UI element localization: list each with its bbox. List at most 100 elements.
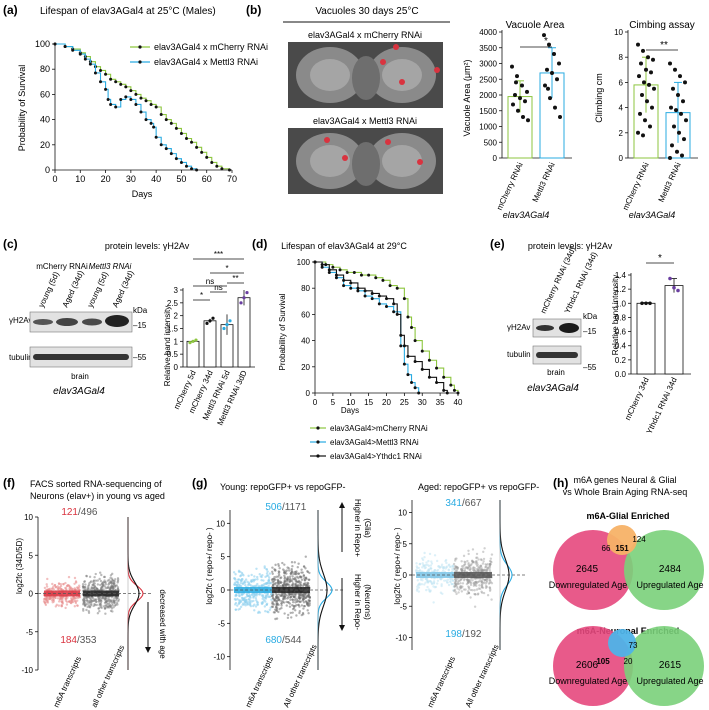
g-aged-point — [455, 592, 458, 596]
climbing-dot — [673, 67, 677, 72]
a-mettl3-point — [134, 102, 138, 106]
g-young-point — [293, 570, 296, 574]
panel-d: (d) Lifespan of elav3AGal4 at 29°C 0 5 10 1… — [252, 237, 463, 461]
a-mettl3-point — [106, 97, 110, 101]
climbing-dot — [684, 118, 688, 123]
g-young-point — [283, 574, 286, 577]
g-young-point — [291, 611, 294, 614]
g-young-point — [258, 611, 262, 614]
d-ythdc1-point — [334, 273, 338, 277]
g-young-point — [296, 575, 299, 579]
g-young-point — [297, 603, 300, 607]
g-young-point — [277, 582, 280, 586]
g-aged-ytick-label: -10 — [395, 634, 407, 643]
g-young-point — [306, 570, 310, 574]
d-mcherry-line — [315, 261, 459, 393]
f-point — [107, 585, 110, 589]
h-glial-left: 2645 — [576, 564, 599, 575]
g-aged-point — [469, 581, 472, 584]
d-mcherry-point — [410, 326, 414, 329]
h-neur-center: 20 — [624, 657, 633, 666]
g-aged-point — [445, 561, 448, 565]
g-young-point — [279, 576, 282, 580]
g-aged-point — [474, 562, 478, 565]
panel-e-driver: elav3AGal4 — [527, 383, 579, 394]
g-aged-ytick-label: 10 — [398, 509, 407, 518]
g-aged-point — [464, 561, 467, 564]
g-aged-point — [471, 560, 475, 564]
f-point — [83, 580, 87, 583]
a-mettl3-point — [53, 42, 57, 46]
g-young-point — [287, 569, 291, 572]
d-mettl3-point — [402, 362, 406, 366]
d-ythdc1-point — [442, 388, 446, 392]
f-point — [93, 602, 96, 606]
g-aged-point — [466, 581, 470, 585]
vacuole-dot — [510, 64, 514, 69]
g-aged-point — [461, 569, 464, 572]
g-young-point — [267, 580, 271, 583]
f-point — [67, 600, 71, 603]
g-aged-point — [486, 567, 489, 571]
g-aged-point — [490, 553, 494, 556]
g-young-point — [258, 572, 261, 576]
panel-d-legend: elav3AGal4>mCherry RNAi elav3AGal4>Mettl… — [310, 424, 428, 461]
f-point — [54, 585, 58, 589]
g-young-point — [234, 578, 237, 581]
g-aged-point — [466, 580, 469, 583]
d-ythdc1-point — [377, 294, 381, 298]
a-mettl3-point — [114, 105, 118, 109]
vacuole-title: Vacuole Area — [506, 20, 565, 31]
g-aged-point — [469, 588, 472, 592]
g-aged-point — [490, 560, 493, 564]
g-aged-point — [421, 558, 425, 562]
d-ythdc1-point — [392, 302, 396, 306]
f-point — [73, 605, 77, 608]
g-young-point — [292, 572, 295, 576]
e-bar — [664, 285, 684, 375]
h-glial-label: m6A-Glial Enriched — [586, 511, 669, 521]
climbing-dot — [671, 86, 675, 91]
panel-e-ylabel: Relative band intensity — [611, 275, 620, 356]
g-young-point — [271, 572, 274, 576]
climbing-dot — [642, 80, 646, 85]
c-sig-label: ns — [206, 277, 214, 286]
g-aged-point — [477, 569, 480, 572]
f-point — [99, 599, 102, 602]
c-bar — [186, 340, 200, 368]
kda-e: kDa — [583, 312, 598, 321]
e-xcat: Ythdc1 RNAi 34d — [645, 376, 679, 435]
d-mcherry-point — [442, 375, 446, 379]
g-aged-point — [470, 559, 474, 563]
f-point — [45, 598, 48, 601]
f-point — [85, 575, 88, 578]
g-aged-point — [454, 557, 457, 561]
g-aged-point — [480, 590, 483, 593]
g-aged-point — [471, 559, 474, 563]
g-aged-point — [460, 567, 463, 571]
f-point — [104, 587, 108, 590]
g-aged-point — [454, 590, 457, 594]
climbing-dot — [643, 118, 647, 123]
c-sig-label: ns — [214, 283, 222, 292]
g-young-point — [303, 579, 307, 582]
g-young-point — [255, 594, 258, 597]
c-dot — [211, 316, 215, 320]
g-young-point — [247, 581, 251, 584]
g-young-point — [291, 600, 295, 604]
g-aged-point — [464, 566, 468, 569]
f-point — [84, 603, 87, 607]
g-aged-point — [469, 581, 473, 585]
g-aged-point — [440, 583, 443, 586]
g-aged-point — [442, 567, 445, 570]
vacuole-ytick-label: 2500 — [479, 75, 497, 84]
d-ythdc1-point — [413, 360, 417, 364]
f-point — [59, 584, 63, 588]
a-mettl3-point — [195, 168, 199, 172]
g-young-point — [308, 603, 311, 607]
g-young-point — [240, 593, 243, 596]
d-mcherry-point — [352, 270, 356, 274]
g-young-cat1: m6A transcripts — [244, 655, 275, 709]
g-aged-point — [454, 578, 457, 581]
g-aged-point — [473, 561, 476, 564]
